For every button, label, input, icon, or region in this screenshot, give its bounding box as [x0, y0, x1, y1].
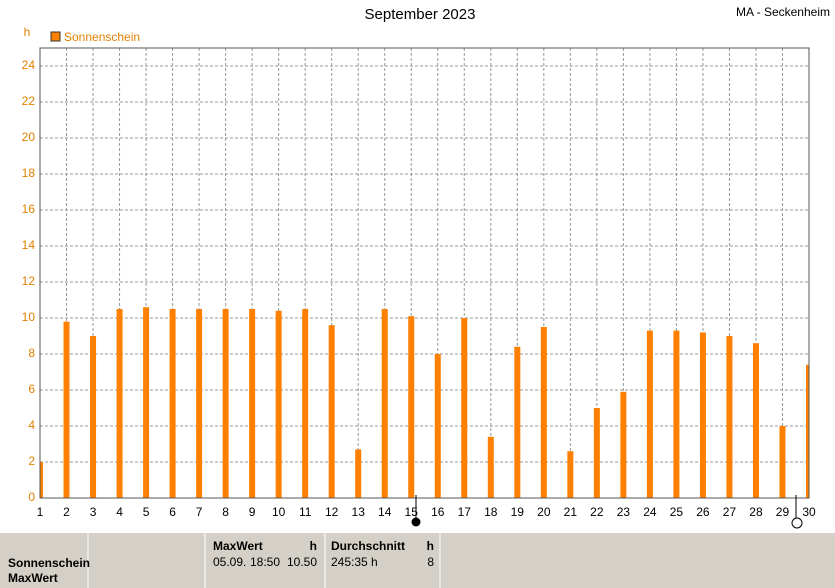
x-tick-label: 1 [37, 505, 44, 519]
bar [620, 391, 627, 498]
bar [806, 364, 809, 498]
legend-swatch [50, 31, 61, 42]
bar [673, 330, 680, 498]
y-tick-label: 24 [22, 58, 36, 72]
bar [408, 316, 415, 498]
y-tick-label: 0 [28, 490, 35, 504]
x-tick-label: 7 [196, 505, 203, 519]
full-moon-icon [411, 517, 421, 527]
bar [646, 330, 653, 498]
bar [328, 325, 335, 498]
x-tick-label: 22 [590, 505, 604, 519]
legend-label: Sonnenschein [64, 30, 140, 44]
x-tick-label: 15 [405, 505, 419, 519]
y-tick-label: 18 [22, 166, 36, 180]
y-tick-label: 2 [28, 454, 35, 468]
x-tick-label: 20 [537, 505, 551, 519]
y-tick-label: 12 [22, 274, 36, 288]
chart-title: September 2023 [365, 6, 476, 23]
x-tick-label: 17 [458, 505, 472, 519]
bar [514, 346, 521, 498]
x-tick-label: 2 [63, 505, 70, 519]
x-tick-label: 29 [776, 505, 790, 519]
x-tick-label: 14 [378, 505, 392, 519]
y-tick-label: 20 [22, 130, 36, 144]
bar [222, 309, 229, 498]
x-tick-label: 24 [643, 505, 657, 519]
time: 18:50 [250, 555, 280, 569]
bar [169, 309, 176, 498]
bar [381, 309, 388, 498]
y-tick-label: 8 [28, 346, 35, 360]
location: MA - Seckenheim [736, 5, 830, 19]
x-tick-label: 12 [325, 505, 339, 519]
y-tick-label: 14 [22, 238, 36, 252]
x-tick-label: 11 [299, 505, 312, 519]
unit: h [427, 539, 434, 553]
bar [434, 354, 441, 498]
bar [487, 436, 494, 498]
bar [196, 309, 203, 498]
x-tick-label: 10 [272, 505, 286, 519]
y-tick-label: 10 [22, 310, 36, 324]
bar [116, 309, 123, 498]
x-tick-label: 16 [431, 505, 445, 519]
x-tick-label: 5 [143, 505, 150, 519]
bar [302, 309, 309, 498]
bar [90, 336, 97, 498]
y-tick-label: 4 [28, 418, 35, 432]
column-header: Durchschnitt [331, 539, 405, 553]
bar [699, 332, 706, 498]
x-tick-label: 23 [617, 505, 631, 519]
bar [275, 310, 282, 498]
total: 245:35 h [331, 555, 378, 569]
x-tick-label: 6 [169, 505, 176, 519]
unit: h [310, 539, 317, 553]
bar [593, 408, 600, 498]
x-tick-label: 8 [222, 505, 229, 519]
x-tick-label: 3 [90, 505, 97, 519]
footer-panel [0, 533, 835, 588]
x-tick-label: 9 [249, 505, 256, 519]
x-tick-label: 30 [802, 505, 816, 519]
y-tick-label: 22 [22, 94, 36, 108]
bar [461, 318, 468, 498]
x-tick-label: 13 [352, 505, 366, 519]
x-tick-label: 28 [749, 505, 763, 519]
date: 05.09. [213, 555, 246, 569]
x-tick-label: 19 [511, 505, 525, 519]
x-tick-label: 25 [670, 505, 684, 519]
bar [63, 321, 70, 498]
bar [143, 307, 150, 498]
bar [249, 309, 256, 498]
x-tick-label: 21 [564, 505, 578, 519]
row-label: Sonnenschein [8, 556, 90, 570]
value: 10.50 [287, 555, 317, 569]
x-tick-label: 18 [484, 505, 498, 519]
new-moon-icon [791, 517, 803, 529]
plot-frame [39, 47, 810, 499]
y-tick-label: 6 [28, 382, 35, 396]
footer: Sonnenschein MaxWert MaxWert h 05.09. 18… [0, 533, 835, 588]
x-tick-label: 4 [116, 505, 123, 519]
bar [779, 426, 786, 498]
x-tick-label: 27 [723, 505, 737, 519]
bar [40, 462, 43, 498]
bar [355, 449, 362, 498]
row-label: MaxWert [8, 571, 58, 585]
column-header: MaxWert [213, 539, 263, 553]
y-tick-label: 16 [22, 202, 36, 216]
bar [540, 327, 547, 498]
x-tick-label: 26 [696, 505, 710, 519]
y-axis-label: h [24, 25, 31, 39]
value: 8 [427, 555, 434, 569]
bar [752, 343, 759, 498]
bar [567, 451, 574, 498]
bar [726, 336, 733, 498]
